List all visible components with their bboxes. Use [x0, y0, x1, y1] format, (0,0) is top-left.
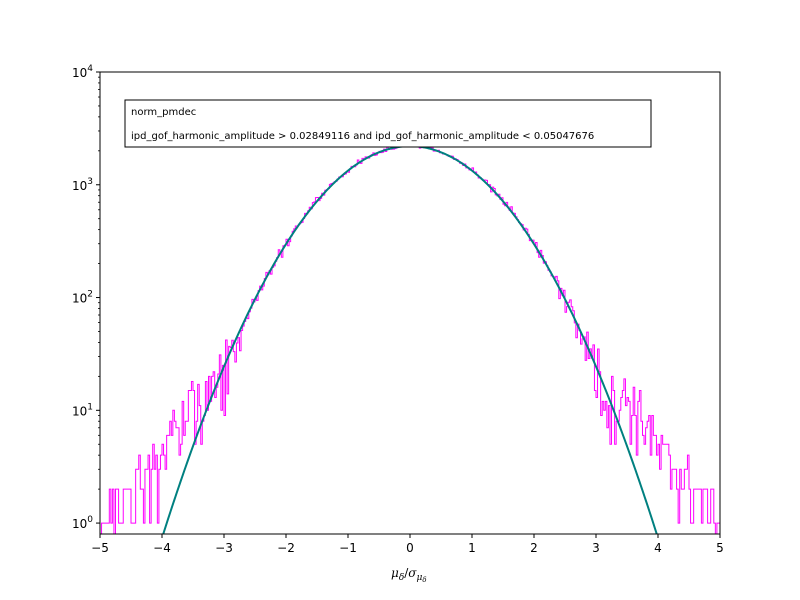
- x-tick-label: 5: [716, 541, 724, 555]
- plot-area: [100, 72, 720, 534]
- x-tick-label: 4: [654, 541, 662, 555]
- x-label-delta-sub: δ: [399, 573, 404, 583]
- x-label-mu: μ: [391, 566, 399, 580]
- y-axis: 100 101 102 103 104: [72, 64, 100, 531]
- y-tick-label: 103: [72, 177, 93, 193]
- x-tick-label: 0: [406, 541, 414, 555]
- svg-text:μδ/σμδ: μδ/σμδ: [391, 566, 427, 584]
- x-label-sigma: σ: [408, 566, 417, 580]
- legend-annotation-box: norm_pmdec ipd_gof_harmonic_amplitude > …: [124, 99, 652, 148]
- x-tick-label: −4: [153, 541, 171, 555]
- x-tick-label: 1: [468, 541, 476, 555]
- x-label-mu-sub: μ: [416, 573, 422, 583]
- x-label-slash: /: [404, 566, 409, 580]
- y-tick-label: 101: [72, 402, 93, 418]
- y-tick-label: 102: [72, 290, 93, 306]
- y-tick-label: 104: [72, 64, 93, 80]
- x-tick-label: −1: [339, 541, 357, 555]
- y-tick-label: 100: [72, 515, 93, 531]
- x-axis-label: μδ/σμδ: [391, 566, 427, 584]
- x-tick-label: −5: [91, 541, 109, 555]
- x-tick-label: −3: [215, 541, 233, 555]
- annotation-frame: [124, 99, 652, 148]
- x-tick-label: 3: [592, 541, 600, 555]
- annotation-line-2: ipd_gof_harmonic_amplitude > 0.02849116 …: [131, 131, 594, 142]
- annotation-line-1: norm_pmdec: [131, 107, 196, 118]
- x-tick-label: 2: [530, 541, 538, 555]
- x-tick-label: −2: [277, 541, 295, 555]
- x-axis: −5 −4 −3 −2 −1 0 1 2 3 4 5: [91, 534, 724, 555]
- x-label-delta-subsub: δ: [422, 576, 426, 584]
